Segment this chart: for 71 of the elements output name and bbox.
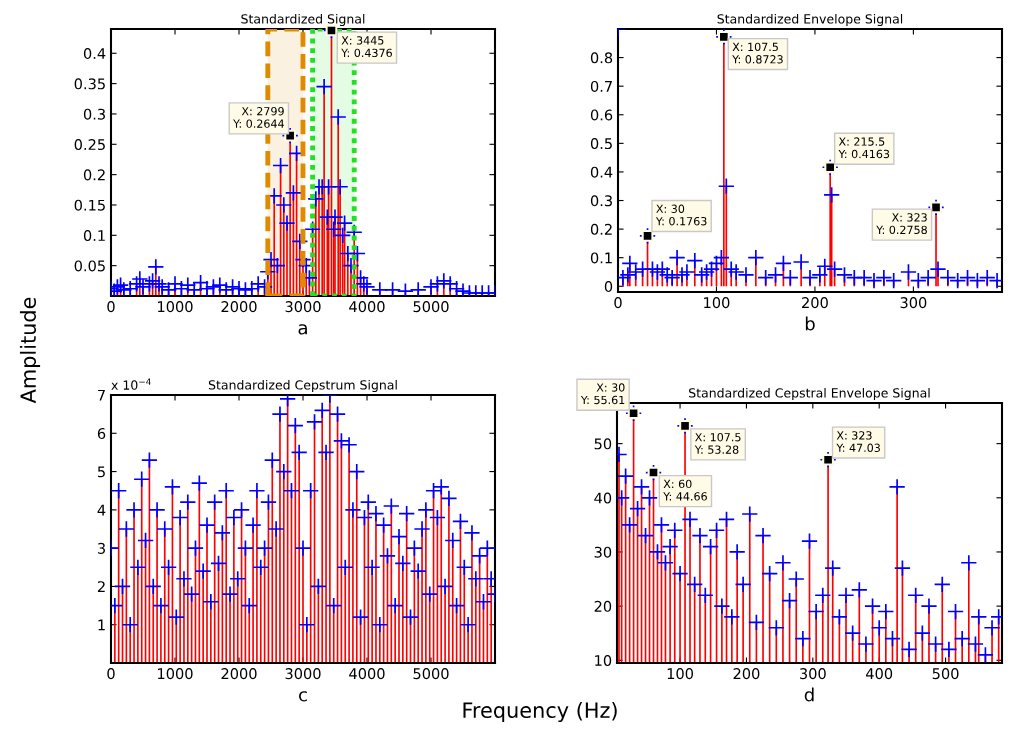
x-tick-label: 200 [802,297,828,309]
chart-title: Standardized Cepstrum Signal [208,379,397,393]
y-tick-label: 30 [594,546,612,558]
y-tick-label: 0.4 [83,47,106,60]
y-tick-label: 0 [604,281,613,293]
y-tick-label: 0.7 [590,80,612,92]
y-tick-label: 0.35 [74,78,105,90]
x-tick-label: 100 [667,668,694,680]
chart-title: Standardized Signal [241,13,365,27]
annotation: X: 107.5 Y: 53.28 [694,433,741,454]
x-tick-label: 2000 [221,301,257,313]
x-tick-label: 4000 [349,668,385,680]
annotation: X: 3445 Y: 0.4376 [341,36,392,58]
x-axis-title: b [805,316,815,331]
y-tick-label: 50 [594,438,612,450]
text: x 10$^{−4}$ [111,378,151,390]
y-tick-label: 0.5 [590,138,612,150]
x-tick-label: 5000 [413,668,449,680]
x-axis-title: d [804,687,814,702]
y-tick-label: 0.4 [590,166,613,178]
x-tick-label: 0 [107,668,115,680]
y-tick-label: 0.6 [590,109,613,121]
x-tick-label: 400 [865,668,893,680]
chart-title: Standardized Cepstral Envelope Signal [689,387,930,401]
x-tick-label: 3000 [285,668,321,680]
y-tick-label: 0.2 [83,169,105,181]
y-tick-label: 6 [97,428,106,440]
annotation: X: 323 Y: 0.2758 [876,213,927,235]
y-tick-label: 10 [595,655,612,667]
y-tick-label: 0.1 [590,252,612,264]
y-tick-label: 1 [98,619,105,631]
x-tick-label: 3000 [285,301,321,313]
y-tick-label: 0.25 [74,139,105,151]
x-tick-label: 1000 [158,668,193,680]
y-tick-label: 0.05 [74,260,105,272]
x-tick-label: 200 [733,668,760,680]
x-tick-label: 500 [932,668,959,680]
y-tick-label: 3 [97,542,105,554]
annotation: X: 30 Y: 55.61 [580,383,625,405]
x-tick-label: 1000 [158,301,193,313]
y-tick-label: 0.3 [590,195,612,207]
y-tick-label: 0.1 [83,230,105,242]
annotation: X: 215.5 Y: 0.4163 [838,137,890,159]
y-axis-title: Amplitude [19,297,41,404]
x-tick-label: 100 [704,297,730,309]
y-tick-label: 0.2 [590,223,612,235]
x-tick-label: 300 [800,668,826,680]
x-tick-label: 2000 [221,668,257,680]
text: Frequency (Hz) [463,701,617,723]
x-tick-label: 0 [107,301,115,313]
x-axis-title: a [298,324,307,335]
y-tick-label: 0.3 [83,108,105,120]
y-tick-label: 7 [98,389,105,401]
x-axis-title: c [299,691,307,702]
y-tick-label: 4 [97,504,106,516]
annotation: X: 107.5 Y: 0.8723 [732,42,783,64]
x-tick-label: 0 [614,297,622,309]
annotation: X: 60 Y: 44.66 [663,479,707,501]
y-tick-label: 20 [594,600,612,612]
chart-title: Standardized Envelope Signal [717,13,903,27]
x-tick-label: 4000 [349,301,385,313]
y-tick-label: 0.15 [74,199,105,211]
y-tick-label: 5 [97,466,105,478]
x-tick-label: 5000 [413,301,449,313]
x-tick-label: 300 [900,297,927,309]
annotation: X: 2799 Y: 0.2644 [233,107,284,128]
y-tick-label: 2 [97,581,105,592]
y-tick-label: 40 [594,492,612,504]
y-tick-label: 0.8 [590,52,613,64]
annotation: X: 323 Y: 47.03 [836,431,880,452]
annotation: X: 30 Y: 0.1763 [655,204,707,226]
